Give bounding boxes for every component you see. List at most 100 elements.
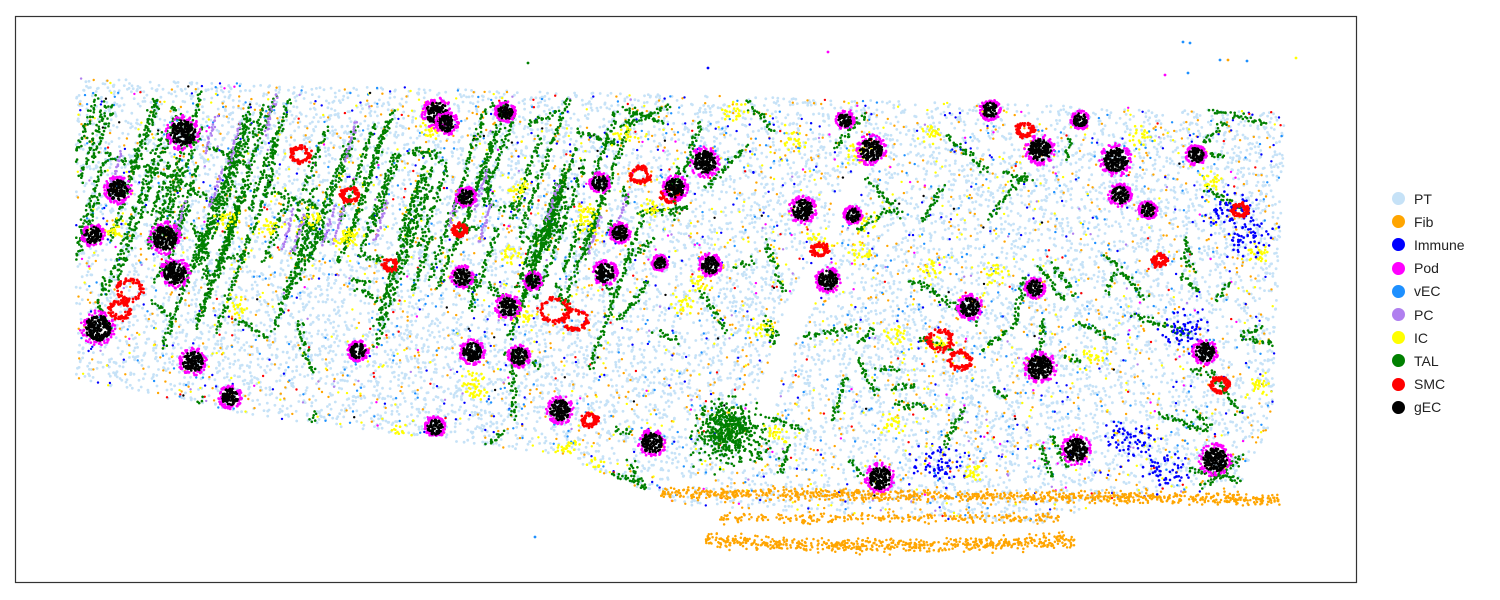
point-pt [1217, 232, 1221, 235]
point-pt [647, 235, 651, 239]
point-pt [1023, 518, 1027, 522]
point-pt [809, 369, 812, 372]
point-pt [759, 483, 763, 486]
point-pt [805, 406, 808, 409]
point-pt [1069, 105, 1072, 109]
point-pt [911, 137, 915, 141]
point-pt [640, 122, 644, 126]
point-pt [1079, 467, 1082, 470]
point-pt [617, 336, 620, 339]
point-pt [649, 218, 653, 222]
point-pt [469, 258, 473, 262]
point-pt [198, 288, 201, 292]
point-pt [574, 407, 578, 410]
point-pt [388, 96, 392, 100]
point-pt [638, 348, 642, 351]
point-pt [523, 118, 527, 122]
point-pt [501, 348, 504, 352]
point-pt [1268, 331, 1272, 335]
point-pt [120, 109, 124, 113]
point-pt [304, 141, 308, 145]
point-pt [285, 118, 288, 122]
point-pt [1233, 145, 1237, 148]
point-pt [1010, 443, 1014, 446]
point-pt [588, 461, 592, 465]
point-pt [913, 206, 917, 210]
point-pt [1000, 231, 1004, 234]
point-pt [698, 204, 702, 208]
point-pt [177, 370, 181, 374]
point-pt [362, 410, 366, 414]
point-pt [720, 362, 724, 366]
point-pt [951, 197, 955, 201]
point-pt [1237, 146, 1241, 150]
point-pt [742, 204, 745, 208]
point-pt [686, 143, 689, 147]
point-pt [1134, 402, 1137, 406]
point-pt [953, 162, 957, 165]
point-pt [851, 399, 855, 403]
point-pt [1039, 263, 1042, 267]
point-pt [1256, 428, 1260, 432]
point-pt [1045, 105, 1049, 108]
point-pt [441, 374, 444, 378]
point-pt [523, 125, 527, 128]
point-pt [203, 227, 206, 231]
point-pt [319, 180, 322, 184]
point-pt [991, 484, 995, 488]
point-pt [1097, 119, 1101, 123]
point-pt [314, 353, 317, 357]
point-pt [905, 260, 909, 264]
point-pt [889, 223, 893, 227]
point-pt [492, 422, 495, 426]
point-pt [1235, 445, 1238, 449]
point-pt [905, 393, 908, 396]
point-pt [1139, 391, 1143, 395]
point-pt [722, 210, 725, 214]
point-pt [336, 305, 340, 309]
point-pt [1166, 293, 1169, 297]
point-pt [733, 401, 737, 405]
point-pt [904, 125, 908, 129]
point-pt [375, 352, 378, 356]
point-pt [1087, 387, 1091, 391]
point-pt [1070, 206, 1074, 210]
point-pt [246, 317, 250, 321]
point-pt [1116, 312, 1120, 315]
point-pt [1135, 172, 1138, 176]
point-pt [1169, 317, 1172, 321]
point-pt [946, 384, 950, 388]
point-pt [616, 103, 620, 107]
point-pt [944, 147, 948, 151]
point-pt [1047, 283, 1051, 287]
point-pt [632, 457, 636, 461]
point-pt [615, 255, 618, 259]
point-pt [640, 327, 644, 330]
point-pt [1130, 206, 1134, 210]
point-pt [1012, 255, 1016, 259]
point-pt [392, 223, 395, 227]
point-pt [1246, 343, 1250, 347]
point-pt [194, 304, 198, 308]
point-pt [201, 105, 204, 109]
point-pt [494, 255, 498, 259]
point-pt [1201, 380, 1204, 384]
point-pt [1031, 239, 1034, 243]
point-pt [193, 397, 197, 401]
point-pt [314, 287, 318, 290]
point-pt [88, 361, 91, 365]
point-pt [540, 325, 543, 328]
point-pt [1006, 214, 1010, 218]
point-pt [1019, 247, 1023, 251]
point-pt [95, 133, 99, 137]
point-pt [383, 337, 386, 340]
point-pt [1131, 419, 1135, 422]
point-pt [884, 383, 887, 387]
point-pt [411, 381, 415, 385]
point-pt [172, 80, 176, 84]
point-pt [953, 285, 957, 289]
point-pt [434, 232, 437, 236]
point-pt [980, 442, 984, 445]
point-pt [439, 229, 443, 232]
point-pt [244, 216, 248, 220]
